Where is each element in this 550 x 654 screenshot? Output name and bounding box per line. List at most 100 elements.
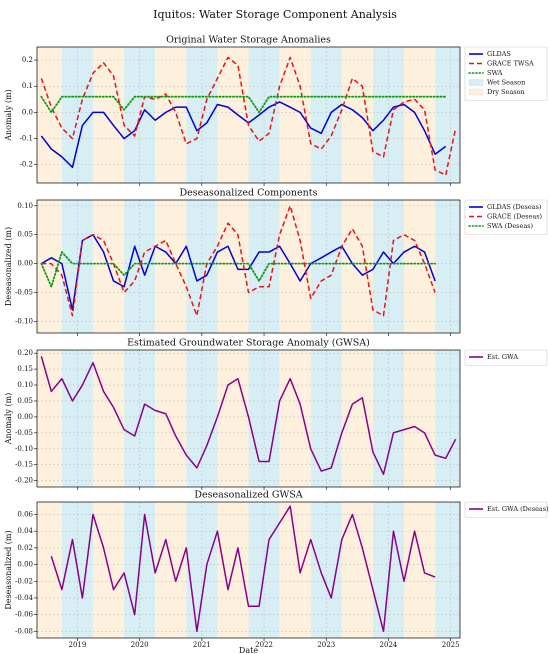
y-tick-label: -0.06 [15,611,33,619]
legend-box [464,349,548,366]
series-line [40,56,457,176]
x-axis-label: Date [239,646,258,654]
figure-title: Iquitos: Water Storage Component Analysi… [153,8,397,21]
season-band [435,200,460,333]
y-tick-label: -0.2 [20,161,34,169]
x-tick-label: 2021 [193,641,211,649]
y-axis-label: Anomaly (m) [4,393,13,446]
panel-title: Deseasonalized Components [180,188,318,199]
legend-label: GLDAS [487,50,511,58]
season-band [155,200,187,333]
legend-label: Est. GWA [487,353,518,361]
series-line [41,205,436,317]
legend-label: Est. GWA (Deseas) [487,505,549,513]
y-tick-label: 0.20 [17,349,33,357]
legend-label: SWA [487,69,503,77]
plot-frame [36,501,461,639]
legend-label: GLDAS (Deseas) [487,203,542,211]
y-tick-label: 0.00 [17,413,33,421]
y-tick-label: -0.05 [15,289,33,297]
season-band [404,350,436,487]
y-tick-label: -0.1 [20,135,34,143]
series-line [40,251,437,288]
x-tick-label: 2022 [255,641,273,649]
season-band [217,350,249,487]
season-band [155,502,187,638]
legend-patch [468,88,484,96]
season-band [341,200,373,333]
panel-title: Estimated Groundwater Storage Anomaly (G… [127,338,370,349]
season-band [310,200,342,333]
season-band [404,502,436,638]
y-tick-label: 0.05 [17,397,33,405]
season-band [404,47,436,183]
y-tick-label: 0.00 [17,260,33,268]
y-tick-label: 0.15 [17,365,33,373]
season-band [279,200,311,333]
y-tick-label: -0.04 [15,594,33,602]
plot-frame [36,199,461,334]
x-tick-label: 2025 [442,641,460,649]
y-tick-label: 0.05 [17,231,33,239]
y-tick-label: -0.10 [15,317,33,325]
y-tick-label: 0.02 [17,544,33,552]
panel-title: Original Water Storage Anomalies [166,35,331,46]
season-band [61,200,93,333]
season-band [155,47,187,183]
season-band [248,200,280,333]
season-band [279,47,311,183]
legend-label: GRACE TWSA [487,60,534,68]
legend-label: GRACE (Deseas) [487,213,543,221]
season-band [186,200,218,333]
season-band [155,350,187,487]
y-tick-label: 0.04 [17,527,33,535]
season-band [217,47,249,183]
legend-box [464,199,548,235]
series-line [40,233,436,311]
y-tick-label: -0.20 [15,477,33,485]
y-tick-label: -0.02 [15,577,33,585]
y-tick-label: -0.08 [15,627,33,635]
season-band [37,502,62,638]
legend-label: Wet Season [487,79,525,87]
y-axis-label: Anomaly (m) [4,89,13,142]
legend-label: Dry Season [487,88,525,96]
y-axis-label: Deseasonalized (m) [4,227,13,306]
legend-box [464,46,548,101]
plot-frame [36,349,461,488]
y-tick-label: 0.06 [17,511,33,519]
series-line [40,356,457,476]
panel-title: Deseasonalized GWSA [194,490,302,501]
series-line [50,505,436,633]
x-tick-label: 2019 [69,641,87,649]
x-tick-label: 2023 [317,641,335,649]
season-band [92,47,125,183]
y-axis-label: Deseasonalized (m) [4,530,13,609]
y-tick-label: 0.1 [22,82,33,90]
y-tick-label: 0.0 [22,108,33,116]
plot-frame [36,46,461,184]
y-tick-label: -0.15 [15,461,33,469]
y-tick-label: 0.2 [22,56,33,64]
season-band [435,47,460,183]
season-band [37,350,62,487]
legend-label: SWA (Deseas) [487,222,534,230]
season-band [37,47,62,183]
season-band [37,200,62,333]
x-tick-label: 2020 [131,641,149,649]
season-band [279,502,311,638]
y-tick-label: 0.00 [17,561,33,569]
season-band [279,350,311,487]
x-tick-label: 2024 [380,641,398,649]
series-line [40,95,447,114]
y-tick-label: -0.10 [15,445,33,453]
y-tick-label: 0.10 [17,381,33,389]
y-tick-label: -0.05 [15,429,33,437]
series-line [40,101,447,169]
legend-patch [468,79,484,86]
season-band [341,47,373,183]
season-band [372,200,405,333]
legend-box [464,501,548,518]
season-band [435,350,460,487]
